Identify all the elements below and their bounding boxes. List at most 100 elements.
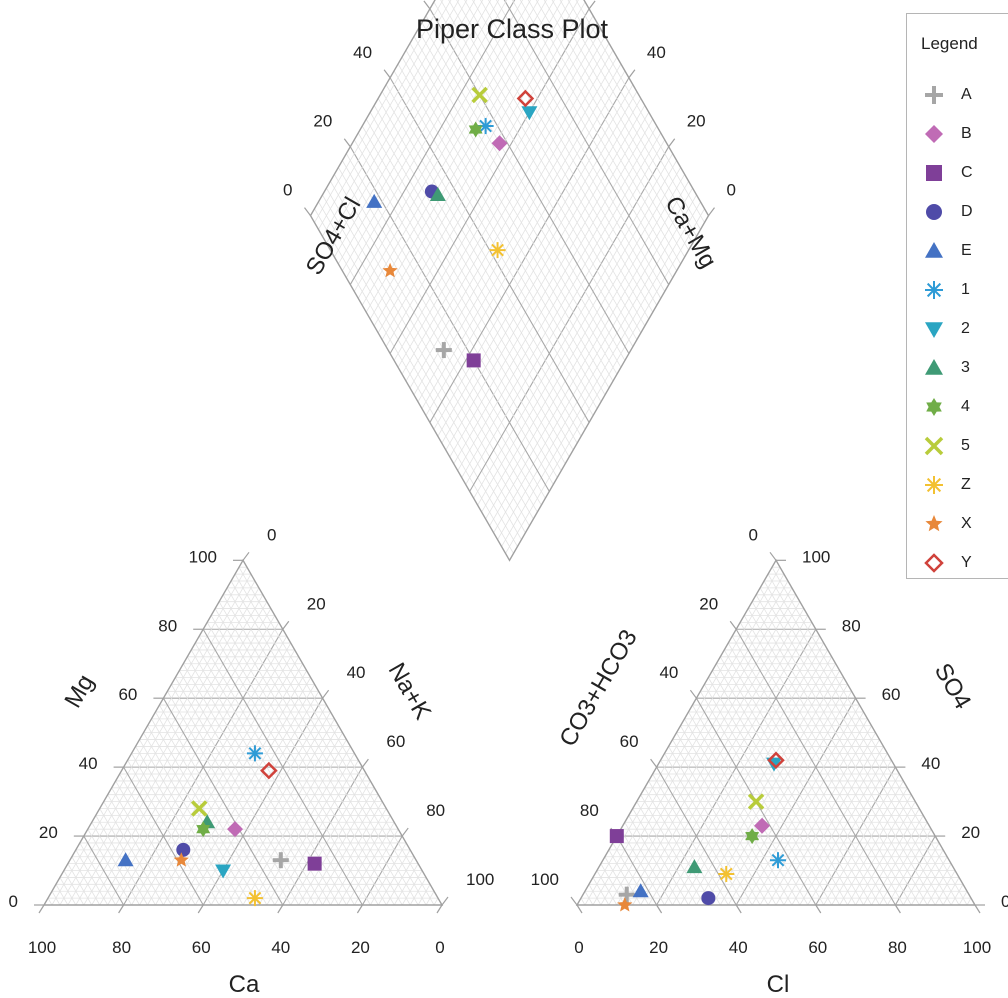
legend-marker-1 [925, 281, 943, 299]
diamond-grid-line [334, 0, 484, 258]
cation-grid-line [51, 567, 248, 906]
diamond-point-c [466, 353, 481, 368]
cation-grid-line [338, 815, 391, 906]
cation-grid-line [115, 622, 280, 906]
anion-grid-line [696, 663, 837, 906]
anion-point-c [609, 829, 624, 844]
cation-grid-line [119, 773, 196, 906]
anion-right-label: SO4 [929, 659, 976, 714]
cation-grid-line [55, 884, 69, 906]
anion-left-tick-label: 80 [580, 801, 599, 820]
diamond-grid-line [488, 0, 662, 299]
legend-marker-x [925, 515, 943, 532]
diamond-grid-line [559, 0, 697, 237]
diamond-grid-line [429, 8, 630, 354]
diamond-grid-line [314, 0, 444, 223]
legend-marker-d [926, 204, 942, 220]
grid-layer [47, 0, 972, 906]
cation-right-tick [441, 896, 449, 906]
cation-grid-line [226, 718, 335, 906]
cation-grid-line [67, 580, 256, 906]
cation-right-tick [401, 827, 409, 837]
diamond-point-2 [521, 106, 538, 121]
anion-grid-line [918, 856, 948, 906]
cation-right-tick-label: 40 [347, 663, 366, 682]
legend-label: 4 [961, 398, 970, 415]
legend-marker-shape [925, 359, 943, 375]
diamond-point-3 [429, 186, 446, 201]
cation-grid-line [123, 766, 204, 906]
anion-grid-line [584, 891, 594, 906]
cation-left-tick-label: 80 [158, 616, 177, 635]
diamond-grid-line [456, 0, 646, 327]
anion-grid-line [791, 746, 884, 906]
anion-bottom-tick-label: 80 [888, 938, 907, 957]
cation-point-1 [246, 745, 263, 762]
anion-grid-line [632, 808, 689, 906]
anion-point-3 [686, 859, 703, 874]
diamond-grid-line [365, 0, 547, 313]
diamond-grid-line [503, 0, 670, 285]
anion-left-tick-label: 100 [531, 870, 559, 889]
anion-right-tick-label: 80 [842, 616, 861, 635]
legend-label: E [961, 242, 972, 259]
cation-x-label: Ca [229, 971, 260, 998]
legend-label: 1 [961, 281, 970, 298]
cation-grid-line [206, 622, 371, 906]
anion-point-4 [745, 828, 760, 845]
anion-grid-line [644, 787, 713, 906]
legend-marker-2 [925, 322, 943, 338]
diamond-grid-line [326, 0, 468, 244]
anion-bottom-tick-label: 60 [808, 938, 827, 957]
diamond-left-tick-label: 20 [313, 112, 332, 131]
diamond-frame [309, 0, 710, 562]
anion-grid-line [731, 635, 888, 906]
legend-label: 3 [961, 359, 970, 376]
cation-grid-line [59, 877, 77, 906]
anion-grid-line [600, 580, 789, 906]
diamond-grid-line [357, 0, 531, 299]
cation-grid-line [159, 704, 276, 906]
anion-grid-line [903, 842, 940, 906]
diamond-left-tick [383, 69, 391, 79]
legend-item-b: B [921, 119, 972, 149]
cation-grid-line [155, 711, 268, 906]
cation-point-c [307, 856, 322, 871]
anion-grid-line [616, 594, 797, 906]
anion-grid-line [676, 732, 777, 906]
anion-right-tick-label: 0 [1001, 892, 1008, 911]
cation-grid-line [238, 567, 435, 906]
diamond-grid-line [464, 0, 650, 320]
cation-point-4 [196, 821, 211, 838]
legend-item-c: C [921, 158, 973, 188]
anion-grid-line [664, 753, 753, 906]
anion-grid-line [823, 773, 900, 906]
diamond-left-tick-label: 40 [353, 43, 372, 62]
cation-point-5 [190, 800, 208, 817]
anion-bottom-tick-label: 40 [729, 938, 748, 957]
cation-grid-line [306, 787, 375, 906]
cation-grid-line [151, 718, 260, 906]
cation-grid-line [131, 753, 220, 906]
anion-grid-line [692, 704, 809, 906]
cation-point-2 [215, 864, 232, 879]
cation-grid-line [131, 635, 288, 906]
diamond-right-label: Ca+Mg [659, 192, 721, 273]
anion-bottom-tick [815, 904, 822, 914]
diamond-left-tick [423, 0, 431, 10]
legend-marker-shape [925, 515, 943, 532]
cation-bottom-tick-label: 80 [112, 938, 131, 957]
diamond-grid-line [318, 0, 452, 230]
anion-grid-line [584, 567, 781, 906]
cation-grid-line [242, 732, 343, 906]
cation-grid-line [75, 849, 109, 906]
anion-grid-line [839, 787, 908, 906]
anion-grid-line [600, 863, 626, 906]
anion-point-x [617, 897, 633, 912]
legend-marker-shape [926, 398, 942, 416]
anion-grid-line [751, 601, 928, 906]
diamond-point-e [366, 193, 383, 208]
diamond-grid-line [535, 0, 685, 258]
anion-left-tick-label: 0 [749, 525, 758, 544]
anion-grid-line [664, 635, 821, 906]
